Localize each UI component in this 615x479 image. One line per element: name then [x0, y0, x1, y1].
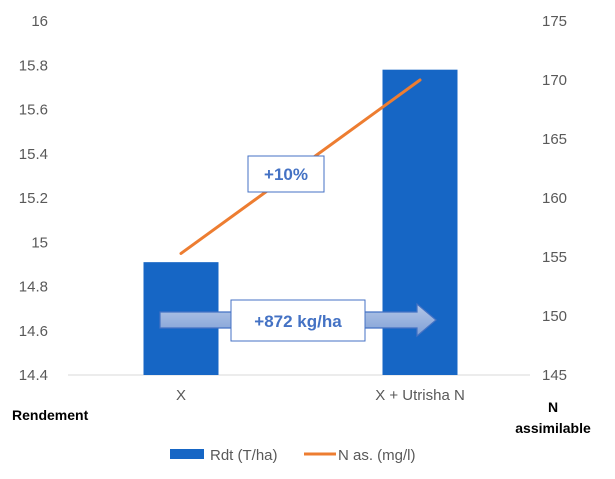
legend: Rdt (T/ha) N as. (mg/l): [170, 447, 416, 464]
left-axis-title: Rendement: [12, 407, 89, 423]
right-tick-label: 145: [542, 367, 567, 384]
yield-increase-annotation: +872 kg/ha: [159, 299, 437, 342]
n-increase-annotation: +10%: [247, 155, 325, 193]
right-axis-title-line1: N: [548, 399, 558, 415]
left-axis-ticks: 14.4 14.6 14.8 15 15.2 15.4 15.6 15.8 16: [19, 13, 48, 384]
legend-line-label: N as. (mg/l): [338, 447, 416, 464]
left-tick-label: 14.6: [19, 323, 48, 340]
left-tick-label: 15.4: [19, 146, 48, 163]
left-tick-label: 15: [31, 234, 48, 251]
legend-bar-swatch: [170, 449, 204, 459]
left-tick-label: 14.8: [19, 279, 48, 296]
right-tick-label: 170: [542, 72, 567, 89]
right-axis-title-line2: assimilable: [515, 420, 591, 436]
left-tick-label: 16: [31, 13, 48, 30]
yield-increase-label: +872 kg/ha: [254, 312, 342, 331]
right-tick-label: 150: [542, 308, 567, 325]
yield-increase-box: [230, 299, 366, 342]
n-increase-box: [247, 155, 325, 193]
n-increase-label: +10%: [264, 165, 308, 184]
right-axis-ticks: 145 150 155 160 165 170 175: [542, 13, 567, 384]
category-label: X + Utrisha N: [375, 387, 465, 404]
left-tick-label: 15.6: [19, 102, 48, 119]
legend-bar-label: Rdt (T/ha): [210, 447, 278, 464]
category-label: X: [176, 387, 186, 404]
right-tick-label: 155: [542, 249, 567, 266]
right-tick-label: 175: [542, 13, 567, 30]
right-tick-label: 160: [542, 190, 567, 207]
left-tick-label: 14.4: [19, 367, 48, 384]
right-tick-label: 165: [542, 131, 567, 148]
left-tick-label: 15.2: [19, 190, 48, 207]
left-tick-label: 15.8: [19, 57, 48, 74]
